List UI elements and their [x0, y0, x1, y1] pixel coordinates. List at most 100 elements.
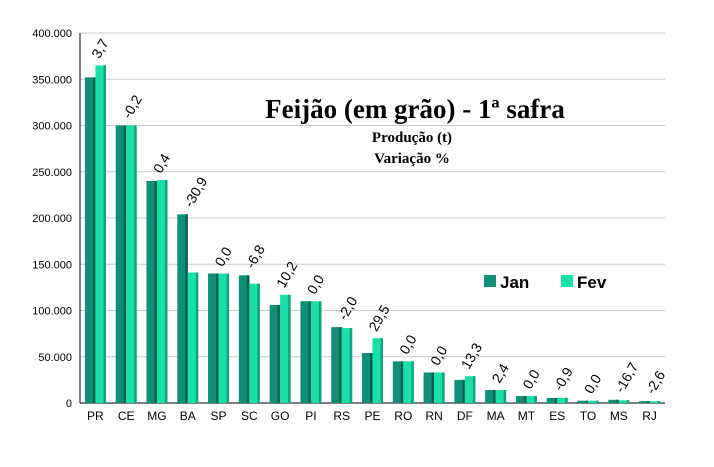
- variation-label: 0,0: [427, 343, 451, 368]
- bar-shade: [339, 327, 342, 403]
- bar-jan-ms: [608, 399, 619, 403]
- y-tick-label: 0: [66, 398, 72, 410]
- bar-jan-ce: [115, 125, 127, 403]
- bar-fev-sp: [218, 273, 230, 403]
- bar-shade: [370, 353, 373, 403]
- variation-label: -2,0: [334, 294, 360, 323]
- bar-fev-pr: [95, 65, 106, 403]
- bar-fev-ma: [495, 390, 507, 403]
- bar-jan-mt: [515, 396, 527, 403]
- x-tick-label: RS: [333, 409, 350, 423]
- x-tick-label: RN: [425, 409, 442, 423]
- bar-shade: [596, 400, 599, 403]
- variation-label: 0,0: [396, 332, 420, 357]
- x-tick-label: GO: [271, 409, 290, 423]
- chart-subtitle-variation: Variação %: [374, 151, 450, 167]
- bar-jan-rj: [639, 401, 650, 403]
- x-tick-label: MT: [518, 409, 536, 423]
- bar-shade: [185, 214, 188, 403]
- bar-fev-ro: [403, 361, 414, 403]
- bar-jan-sc: [238, 275, 250, 403]
- x-tick-label: CE: [118, 409, 135, 423]
- chart-subtitle-production: Produção (t): [372, 130, 452, 146]
- bar-shade: [349, 328, 353, 403]
- bar-fev-rn: [434, 372, 445, 403]
- bar-jan-pr: [84, 77, 96, 404]
- y-tick-label: 50.000: [38, 352, 72, 364]
- bar-shade: [554, 397, 558, 403]
- x-tick-label: SP: [211, 409, 227, 423]
- bar-fev-pi: [310, 301, 322, 403]
- bar-shade: [288, 294, 291, 403]
- y-tick-label: 250.000: [32, 167, 72, 179]
- bar-shade: [216, 273, 219, 403]
- x-tick-label: MS: [610, 409, 628, 423]
- bar-shade: [565, 397, 568, 403]
- y-tick-label: 150.000: [32, 259, 72, 271]
- variation-label: -16,7: [612, 359, 642, 395]
- bar-fev-ce: [126, 125, 137, 403]
- x-tick-label: DF: [457, 409, 473, 423]
- variation-label: -0,2: [119, 92, 145, 121]
- bar-jan-ma: [485, 390, 496, 403]
- bar-shade: [616, 399, 619, 403]
- bar-jan-sp: [208, 273, 219, 403]
- bar-jan-rn: [423, 372, 435, 403]
- variation-label: 29,5: [365, 302, 393, 334]
- y-tick-label: 100.000: [32, 306, 72, 318]
- bar-jan-to: [577, 400, 589, 403]
- legend-label-jan: Jan: [500, 273, 529, 292]
- bar-shade: [277, 304, 281, 403]
- bar-fev-ba: [187, 272, 199, 403]
- variation-label: 10,2: [273, 258, 301, 290]
- variation-label: 13,3: [458, 340, 486, 372]
- bar-shade: [431, 372, 435, 403]
- x-tick-label: TO: [580, 409, 596, 423]
- variation-label: -30,9: [181, 174, 211, 210]
- x-tick-label: MA: [487, 409, 505, 423]
- bar-jan-es: [546, 397, 558, 403]
- legend-swatch-fev: [561, 275, 573, 287]
- bar-shade: [657, 401, 661, 403]
- x-tick-label: RO: [394, 409, 412, 423]
- bar-shade: [318, 301, 322, 403]
- bars: [84, 65, 661, 404]
- bar-fev-rs: [341, 328, 353, 403]
- variation-label: 0,0: [519, 367, 543, 392]
- bar-shade: [626, 400, 630, 403]
- bar-shade: [257, 283, 260, 403]
- bar-jan-rs: [331, 327, 342, 403]
- variation-label: -6,8: [242, 242, 268, 271]
- legend-label-fev: Fev: [577, 273, 607, 292]
- y-tick-label: 400.000: [32, 28, 72, 40]
- bar-jan-ro: [392, 361, 404, 403]
- legend-swatch-jan: [484, 275, 496, 287]
- legend: Jan Fev: [484, 273, 607, 292]
- variation-label: 0,0: [581, 371, 605, 396]
- bar-fev-go: [280, 294, 291, 403]
- bar-shade: [154, 181, 157, 403]
- bar-shade: [503, 390, 507, 403]
- bar-fev-rj: [649, 401, 661, 403]
- bar-shade: [534, 396, 537, 403]
- bar-fev-df: [464, 376, 476, 403]
- bar-fev-sc: [249, 283, 260, 403]
- y-tick-label: 200.000: [32, 213, 72, 225]
- variation-label: 2,4: [488, 361, 512, 386]
- bar-shade: [308, 301, 311, 403]
- x-tick-label: PE: [364, 409, 380, 423]
- bar-shade: [103, 65, 106, 403]
- bar-jan-pi: [300, 301, 311, 403]
- bar-shade: [164, 180, 168, 403]
- bar-fev-es: [557, 397, 568, 403]
- bar-jan-go: [269, 304, 281, 403]
- bar-shade: [246, 275, 250, 403]
- variation-label: 3,7: [88, 36, 112, 61]
- x-tick-label: BA: [180, 409, 196, 423]
- gridlines: [80, 32, 665, 358]
- variation-label: -0,9: [550, 364, 576, 393]
- x-tick-label: ES: [549, 409, 565, 423]
- bar-shade: [523, 396, 527, 403]
- bar-fev-to: [588, 400, 599, 403]
